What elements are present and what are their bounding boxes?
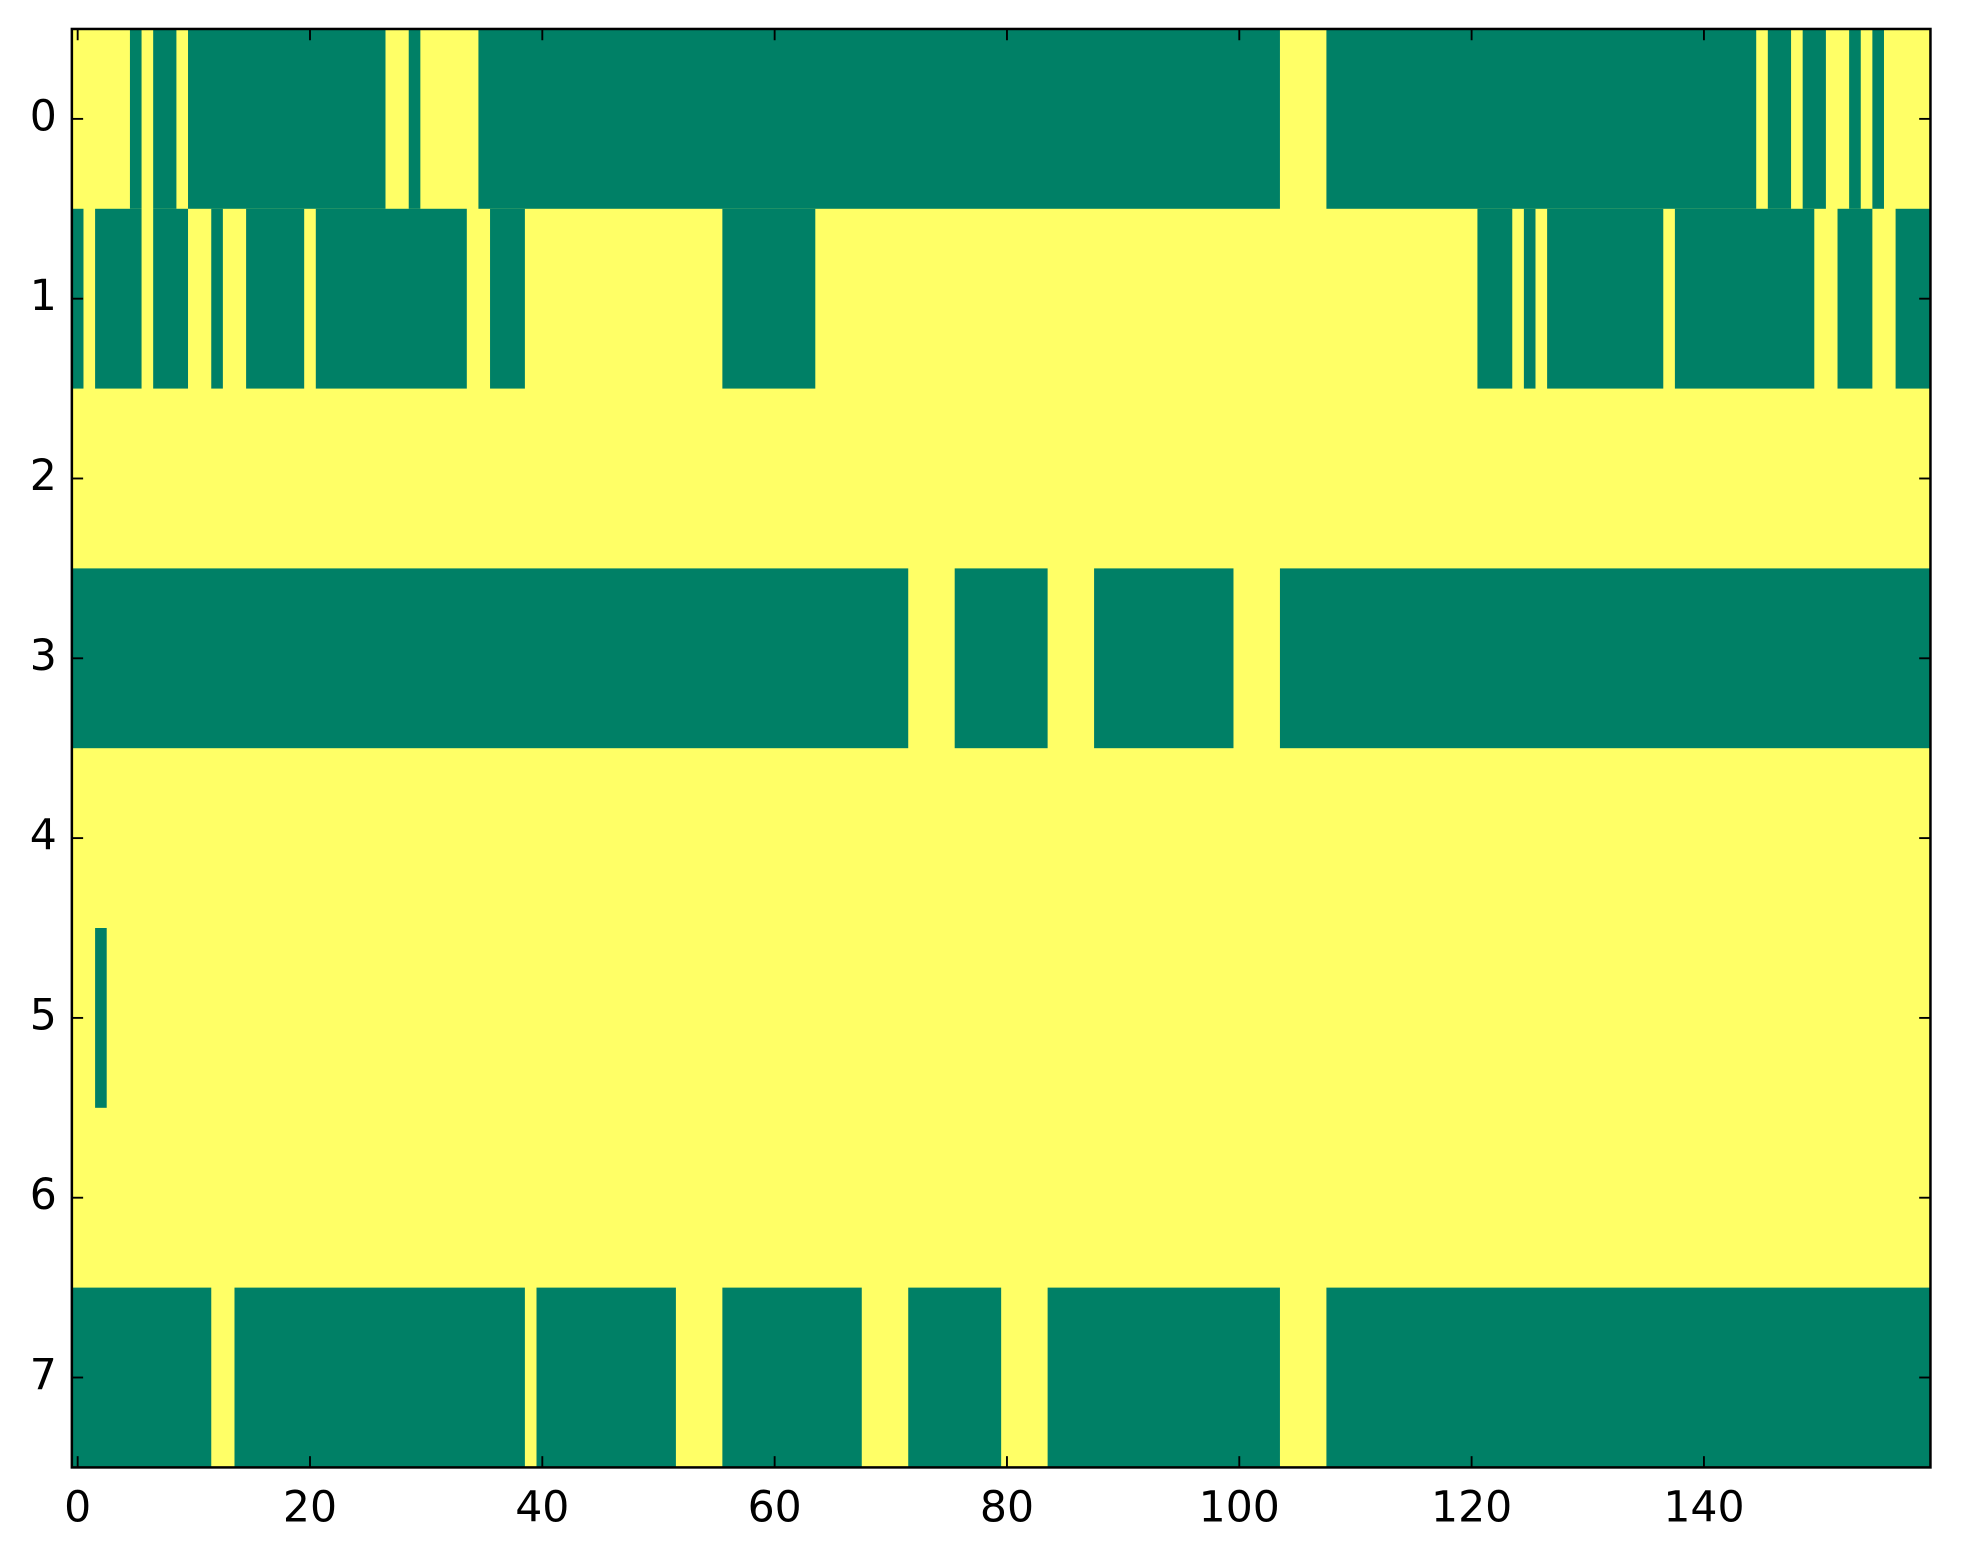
heatmap-cell-span <box>234 1287 525 1468</box>
heatmap-cell-span <box>490 208 525 389</box>
heatmap-cell-span <box>1674 208 1815 389</box>
x-tick-label: 100 <box>1199 1482 1280 1532</box>
x-tick-label: 20 <box>283 1482 337 1532</box>
heatmap-cell-span <box>1849 28 1861 209</box>
heatmap-cell-span <box>1326 28 1757 209</box>
heatmap-cell-span <box>71 1287 212 1468</box>
heatmap-cell-span <box>95 928 107 1108</box>
heatmap-cell-span <box>1047 1287 1280 1468</box>
heatmap-cell-span <box>1477 208 1513 389</box>
heatmap-cell-span <box>153 208 189 389</box>
heatmap-cell-span <box>1094 568 1234 749</box>
heatmap-cell-span <box>188 28 386 209</box>
heatmap-cell-span <box>1547 208 1664 389</box>
x-tick-label: 80 <box>980 1482 1034 1532</box>
y-tick-label: 6 <box>30 1170 57 1220</box>
heatmap-cell-span <box>536 1287 676 1468</box>
y-tick-label: 7 <box>30 1350 57 1400</box>
y-tick-label: 0 <box>30 91 57 141</box>
heatmap-cell-span <box>1279 568 1931 749</box>
y-tick-label: 2 <box>30 451 57 501</box>
y-tick-label: 5 <box>30 990 57 1040</box>
y-tick-label: 1 <box>30 271 57 321</box>
x-tick-label: 140 <box>1663 1482 1744 1532</box>
heatmap-cell-span <box>478 28 1280 209</box>
x-tick-label: 0 <box>64 1482 91 1532</box>
heatmap-cell-span <box>954 568 1048 749</box>
x-tick-label: 120 <box>1431 1482 1512 1532</box>
heatmap-cell-span <box>71 568 909 749</box>
heatmap-cell-span <box>1872 28 1884 209</box>
heatmap-cell-span <box>1326 1287 1931 1468</box>
heatmap-cell-span <box>408 28 421 209</box>
x-tick-label: 40 <box>515 1482 569 1532</box>
heatmap-cell-span <box>211 208 223 389</box>
y-tick-label: 4 <box>30 811 57 861</box>
heatmap-cell-span <box>129 28 142 209</box>
heatmap-cell-span <box>1523 208 1536 389</box>
heatmap-cell-span <box>95 208 142 389</box>
heatmap-cell-span <box>1802 28 1826 209</box>
plot-frame <box>70 27 1932 1469</box>
heatmap-cell-span <box>315 208 467 389</box>
heatmap-cell-span <box>246 208 305 389</box>
heatmap-cell-span <box>1767 28 1792 209</box>
heatmap-cell-span <box>908 1287 1002 1468</box>
y-tick-label: 3 <box>30 631 57 681</box>
x-tick-label: 60 <box>748 1482 802 1532</box>
heatmap-cell-span <box>722 208 816 389</box>
heatmap-cell-span <box>153 28 177 209</box>
heatmap-cell-span <box>1837 208 1873 389</box>
heatmap-cell-span <box>722 1287 862 1468</box>
